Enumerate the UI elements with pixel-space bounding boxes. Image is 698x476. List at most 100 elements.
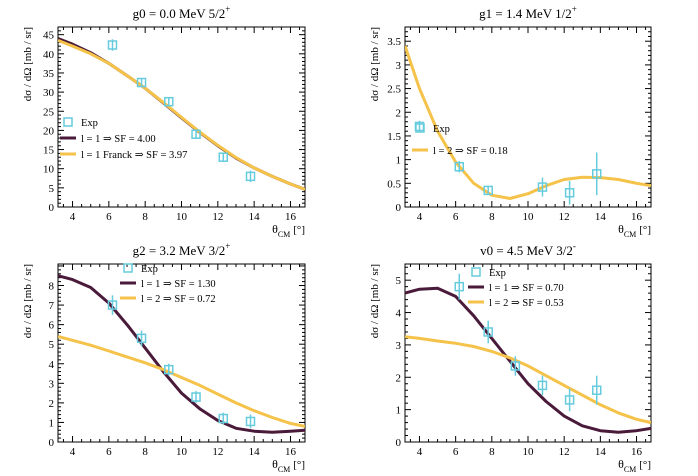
chart-title: g1 = 1.4 MeV 1/2+ [479, 4, 577, 21]
chart-title-text: g2 = 3.2 MeV 3/2 [133, 243, 226, 258]
exp-data-point [564, 188, 575, 198]
series-line-2 [405, 335, 651, 425]
chart-title: v0 = 4.5 MeV 3/2- [480, 241, 576, 258]
legend: Exp l = 1 ⇒ SF = 4.00 l = 1 Franck ⇒ SF = … [60, 117, 187, 161]
chart-title-text: v0 = 4.5 MeV 3/2 [480, 243, 573, 258]
x-tick-label: 4 [70, 211, 76, 223]
x-tick-label: 12 [559, 446, 570, 458]
legend-exp-marker [123, 263, 133, 273]
chart-title: g0 = 0.0 MeV 5/2+ [133, 4, 231, 21]
chart-title-superscript: + [225, 241, 230, 251]
exp-data-point [454, 281, 465, 292]
legend-entry: l = 1 ⇒ SF = 4.00 [81, 134, 156, 145]
x-tick-label: 16 [285, 211, 297, 223]
x-tick-label: 4 [70, 446, 76, 458]
exp-data-point [537, 380, 548, 391]
x-tick-label: 16 [631, 211, 643, 223]
x-axis-label-subscript: CM [278, 230, 290, 239]
exp-data-point [245, 416, 256, 427]
series-line-2 [58, 334, 305, 428]
chart-title-text: g1 = 1.4 MeV 1/2 [479, 6, 572, 21]
legend-entry: l = 2 ⇒ SF = 0.72 [141, 294, 216, 305]
exp-data-point [107, 300, 118, 310]
x-tick-label: 4 [417, 446, 423, 458]
series-line-1 [58, 37, 305, 191]
legend-entry: l = 1 ⇒ SF = 0.70 [489, 283, 564, 294]
exp-data-point [164, 364, 174, 375]
x-tick-label: 8 [489, 211, 495, 223]
y-tick-label: 6 [49, 320, 55, 332]
exp-data-point [164, 96, 174, 107]
series-line-1 [405, 286, 651, 434]
legend-entry: Exp [141, 264, 158, 275]
legend-exp-marker [415, 123, 425, 133]
y-tick-label: 4 [396, 308, 402, 320]
x-axis-label-symbol: θ [272, 222, 278, 236]
chart-title: g2 = 3.2 MeV 3/2+ [133, 241, 231, 258]
x-tick-label: 8 [142, 446, 148, 458]
exp-data-point [454, 161, 465, 172]
chart-panel-2: 4 6 8 10 12 14 16 0 0.5 1 1.5 2 2.5 3 3.5 g1 = 1.4 MeV … [369, 4, 652, 239]
x-tick-label: 14 [249, 446, 261, 458]
chart-title-superscript: - [573, 241, 576, 251]
x-tick-label: 6 [106, 211, 112, 223]
legend-exp-marker [63, 117, 73, 127]
chart-title-text: g0 = 0.0 MeV 5/2 [133, 6, 226, 21]
x-axis-label-subscript: CM [278, 465, 290, 474]
x-axis-label: θCM [°] [272, 222, 305, 239]
x-tick-label: 12 [559, 211, 570, 223]
y-tick-label: 5 [49, 339, 55, 351]
y-tick-label: 2 [396, 372, 402, 384]
y-tick-label: 1 [396, 405, 402, 417]
x-tick-label: 6 [106, 446, 112, 458]
exp-data-point [483, 327, 493, 337]
x-tick-label: 10 [523, 211, 535, 223]
y-tick-label: 15 [43, 145, 55, 157]
x-tick-label: 6 [453, 211, 459, 223]
x-axis-label: θCM [°] [618, 222, 651, 239]
y-tick-label: 2 [396, 107, 402, 119]
y-tick-label: 30 [43, 87, 55, 99]
legend-entry: Exp [433, 124, 450, 135]
y-tick-label: 3.5 [387, 36, 401, 48]
x-tick-label: 14 [249, 211, 261, 223]
x-axis-label: θCM [°] [618, 457, 651, 474]
y-tick-label: 3 [396, 60, 402, 72]
exp-data-point [136, 333, 147, 344]
x-tick-label: 10 [176, 211, 188, 223]
y-tick-label: 5 [396, 275, 402, 287]
series-line-2 [58, 39, 305, 191]
y-tick-label: 1 [396, 155, 402, 167]
x-axis-label-unit: [°] [639, 459, 651, 471]
y-tick-label: 0.5 [387, 178, 401, 190]
exp-data-point [245, 171, 256, 182]
y-tick-label: 45 [43, 30, 55, 42]
y-axis-label: dσ / dΩ [mb / sr] [22, 264, 34, 338]
x-tick-label: 12 [212, 211, 223, 223]
x-tick-label: 10 [176, 446, 188, 458]
x-tick-label: 8 [489, 446, 495, 458]
y-axis-label: dσ / dΩ [mb / sr] [22, 27, 34, 101]
chart-title-superscript: + [225, 4, 230, 14]
exp-data-point [510, 361, 521, 371]
y-tick-label: 2.5 [387, 84, 401, 96]
exp-data-point [591, 169, 602, 179]
y-tick-label: 3 [396, 340, 402, 352]
x-tick-label: 16 [285, 446, 297, 458]
y-axis-label: dσ / dΩ [mb / sr] [369, 27, 381, 101]
series-line-1 [58, 274, 305, 434]
y-tick-label: 5 [49, 183, 55, 195]
y-tick-label: 8 [49, 281, 55, 293]
y-tick-label: 10 [43, 164, 55, 176]
series-line-1 [405, 45, 651, 200]
x-tick-label: 8 [142, 211, 148, 223]
x-tick-label: 10 [523, 446, 535, 458]
x-axis-label-unit: [°] [293, 459, 305, 471]
legend-entry: l = 2 ⇒ SF = 0.53 [489, 298, 564, 309]
legend-entry: l = 1 ⇒ SF = 1.30 [141, 279, 216, 290]
exp-data-point [191, 392, 201, 402]
y-tick-label: 20 [43, 125, 55, 137]
